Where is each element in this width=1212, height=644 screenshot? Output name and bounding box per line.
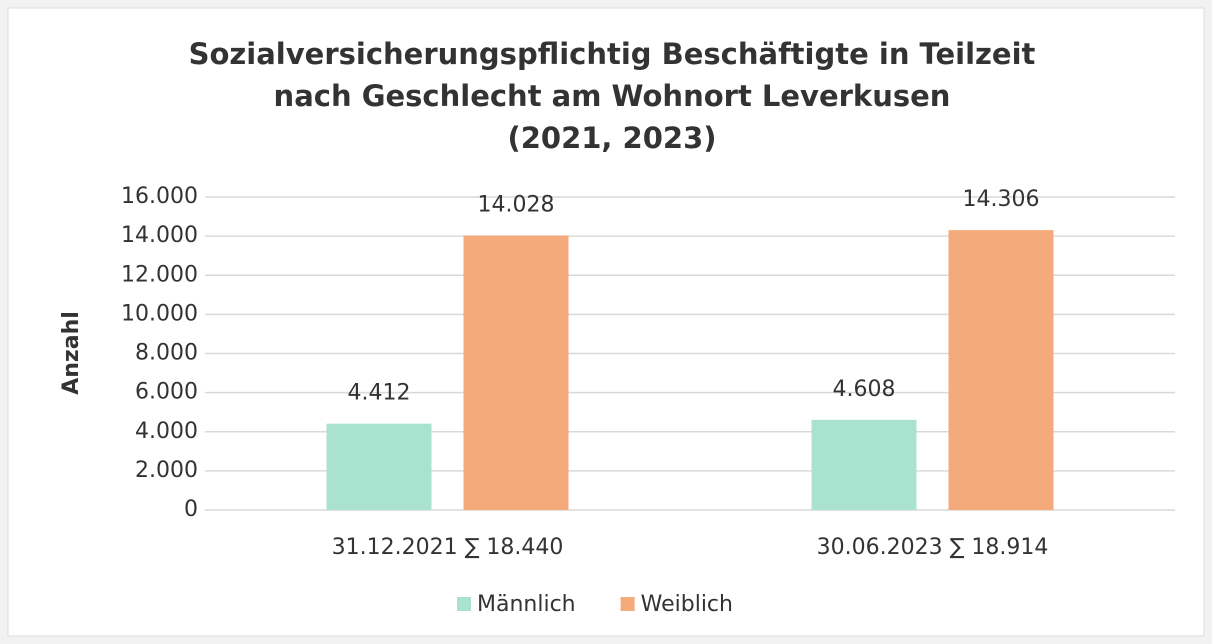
y-tick-label: 2.000 — [135, 458, 198, 483]
data-label: 14.028 — [478, 193, 555, 218]
y-tick-label: 8.000 — [135, 341, 198, 366]
y-tick-label: 14.000 — [121, 223, 198, 248]
y-tick-label: 16.000 — [121, 184, 198, 209]
bar — [811, 419, 917, 510]
x-tick-label: 30.06.2023 ∑ 18.914 — [817, 535, 1049, 560]
legend-swatch — [620, 597, 635, 611]
y-tick-label: 6.000 — [135, 380, 198, 405]
y-tick-label: 12.000 — [121, 262, 198, 287]
y-tick-label: 0 — [184, 497, 198, 522]
chart-title: nach Geschlecht am Wohnort Leverkusen — [274, 79, 951, 113]
chart-title: (2021, 2023) — [507, 121, 716, 155]
data-label: 4.412 — [348, 381, 411, 406]
x-tick-label: 31.12.2021 ∑ 18.440 — [332, 535, 564, 560]
chart-title: Sozialversicherungspflichtig Beschäftigt… — [189, 37, 1036, 71]
y-axis-label: Anzahl — [59, 311, 84, 395]
legend-label: Männlich — [477, 592, 576, 617]
bar — [326, 423, 432, 510]
legend-label: Weiblich — [641, 592, 733, 617]
bar — [463, 235, 569, 510]
data-label: 4.608 — [833, 377, 896, 402]
data-label: 14.306 — [963, 187, 1040, 212]
y-tick-label: 4.000 — [135, 419, 198, 444]
bar — [948, 230, 1054, 511]
y-tick-label: 10.000 — [121, 301, 198, 326]
legend-swatch — [457, 597, 471, 611]
